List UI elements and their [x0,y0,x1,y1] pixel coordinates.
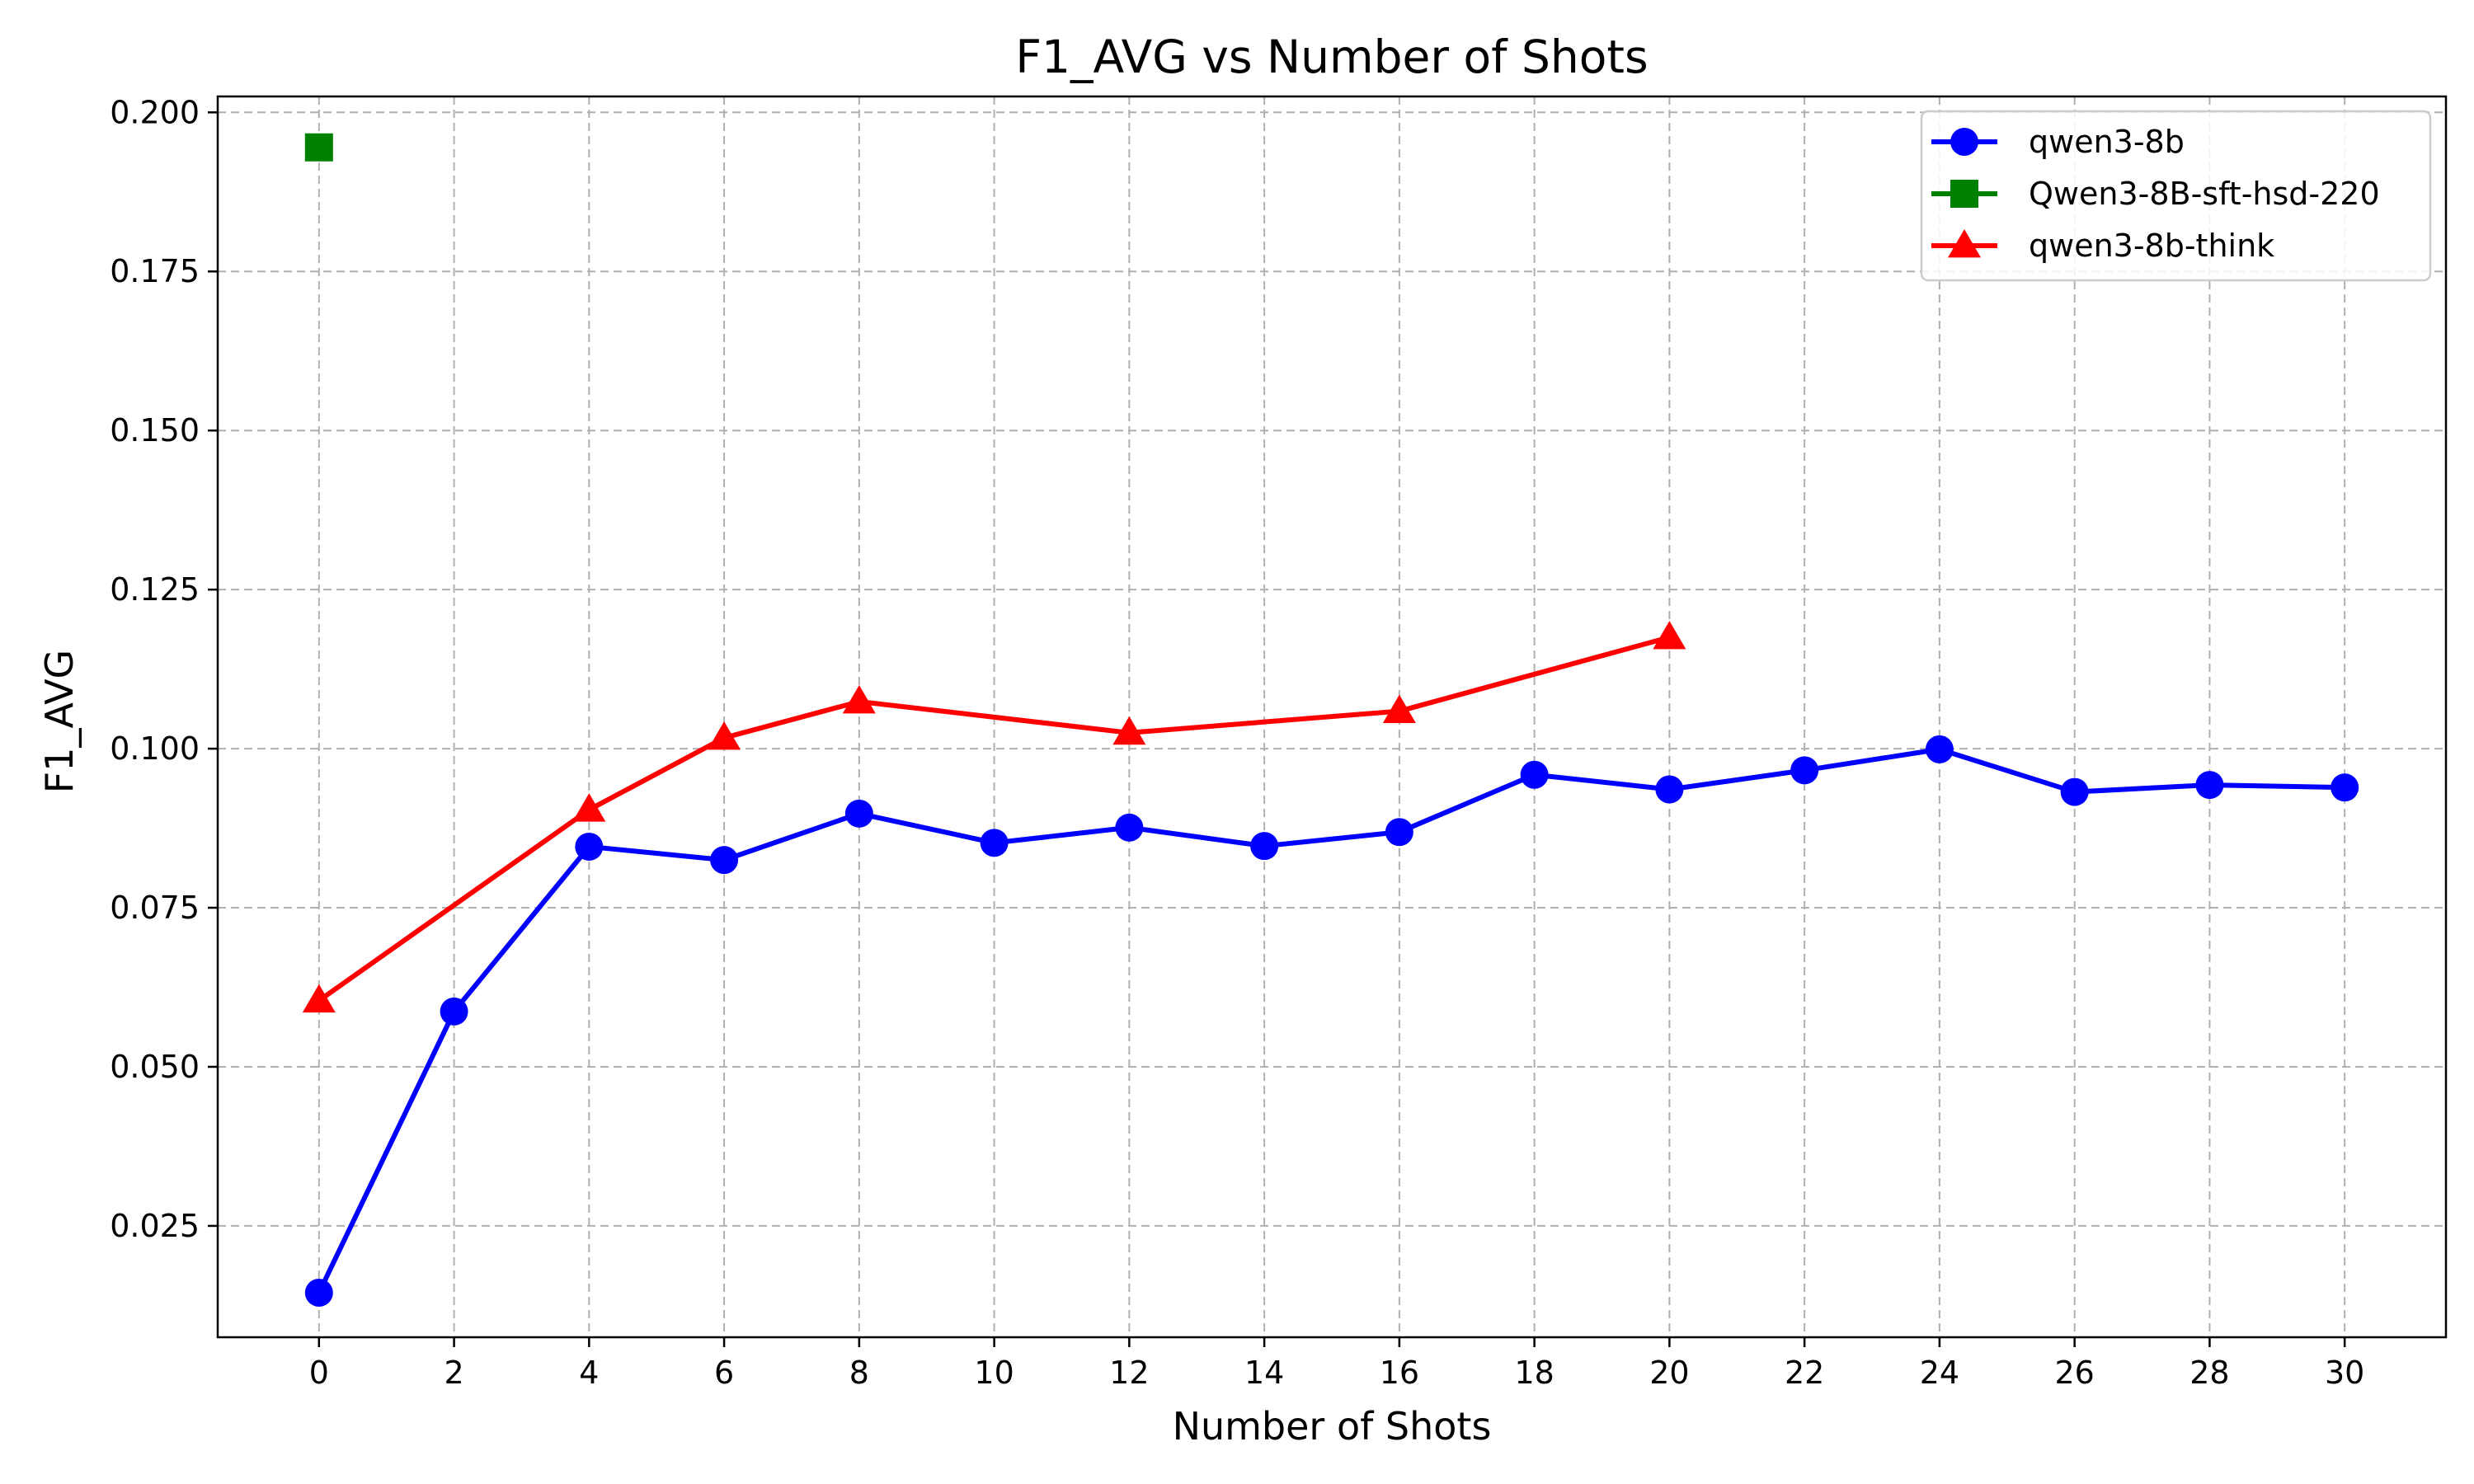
y-tick-label: 0.075 [110,890,200,926]
data-point [575,832,604,861]
data-point [572,793,606,822]
x-tick-label: 10 [974,1355,1014,1391]
x-tick-label: 14 [1244,1355,1284,1391]
x-tick-label: 26 [2054,1355,2094,1391]
legend-label: qwen3-8b [2029,124,2185,160]
x-axis-ticks: 0 2 4 6 8 10 12 14 16 18 20 22 24 26 28 30 [309,1337,2364,1391]
data-point [1250,832,1279,861]
y-axis-label: F1_AVG [37,650,82,793]
x-tick-label: 20 [1649,1355,1689,1391]
y-axis-ticks: 0.025 0.050 0.075 0.100 0.125 0.150 0.175 0.200 [110,94,218,1244]
legend-item: Qwen3-8B-sft-hsd-220 [1931,176,2380,212]
data-point [2331,773,2359,802]
data-point [1385,818,1413,847]
data-point [302,984,336,1013]
legend-label: qwen3-8b-think [2029,228,2274,264]
x-tick-label: 16 [1380,1355,1419,1391]
data-point [1112,716,1146,745]
y-tick-label: 0.150 [110,412,200,448]
data-point [1520,760,1549,789]
x-tick-label: 28 [2189,1355,2229,1391]
legend-box [1920,110,2432,282]
data-point [710,846,739,875]
x-tick-label: 22 [1785,1355,1824,1391]
data-point [2060,777,2089,806]
data-point [980,829,1009,857]
x-tick-label: 2 [444,1355,463,1391]
x-tick-label: 0 [309,1355,329,1391]
data-point [304,133,333,162]
y-tick-label: 0.200 [110,94,200,130]
grid [218,96,2446,1337]
data-point [1653,621,1686,650]
x-tick-label: 8 [849,1355,869,1391]
data-point [1790,756,1819,785]
series-line [317,746,2345,1294]
y-tick-label: 0.100 [110,730,200,767]
legend-marker [1950,128,1978,156]
y-tick-label: 0.025 [110,1208,200,1244]
chart-title: F1_AVG vs Number of Shots [1015,31,1648,83]
series-Qwen3-8B-sft-hsd-220 [304,133,333,162]
y-tick-label: 0.175 [110,253,200,289]
data-point [1925,735,1954,763]
series-layer [302,133,2359,1307]
plot-area-frame [216,95,2448,1339]
legend-marker [1948,229,1981,258]
data-point [1382,694,1416,723]
y-tick-label: 0.050 [110,1049,200,1085]
data-point [440,997,468,1026]
data-point [844,799,873,828]
x-tick-label: 30 [2325,1355,2364,1391]
legend: qwen3-8b Qwen3-8B-sft-hsd-220 qwen3-8b-thi… [1920,110,2432,282]
data-point [2195,771,2224,800]
legend-item: qwen3-8b-think [1931,228,2274,264]
x-tick-label: 18 [1514,1355,1554,1391]
series-qwen3-8b-think [302,621,1686,1013]
y-tick-label: 0.125 [110,571,200,608]
legend-item: qwen3-8b [1931,124,2185,160]
x-axis-label: Number of Shots [1173,1404,1492,1449]
legend-label: Qwen3-8B-sft-hsd-220 [2029,176,2380,212]
data-point [708,721,741,750]
data-point [1115,813,1144,842]
x-tick-label: 6 [714,1355,734,1391]
data-point [842,684,876,714]
data-point [304,1278,333,1307]
x-tick-label: 4 [579,1355,599,1391]
x-tick-label: 24 [1920,1355,1959,1391]
series-qwen3-8b [304,735,2359,1307]
data-point [1655,775,1684,804]
legend-marker [1950,180,1978,208]
x-tick-label: 12 [1109,1355,1149,1391]
